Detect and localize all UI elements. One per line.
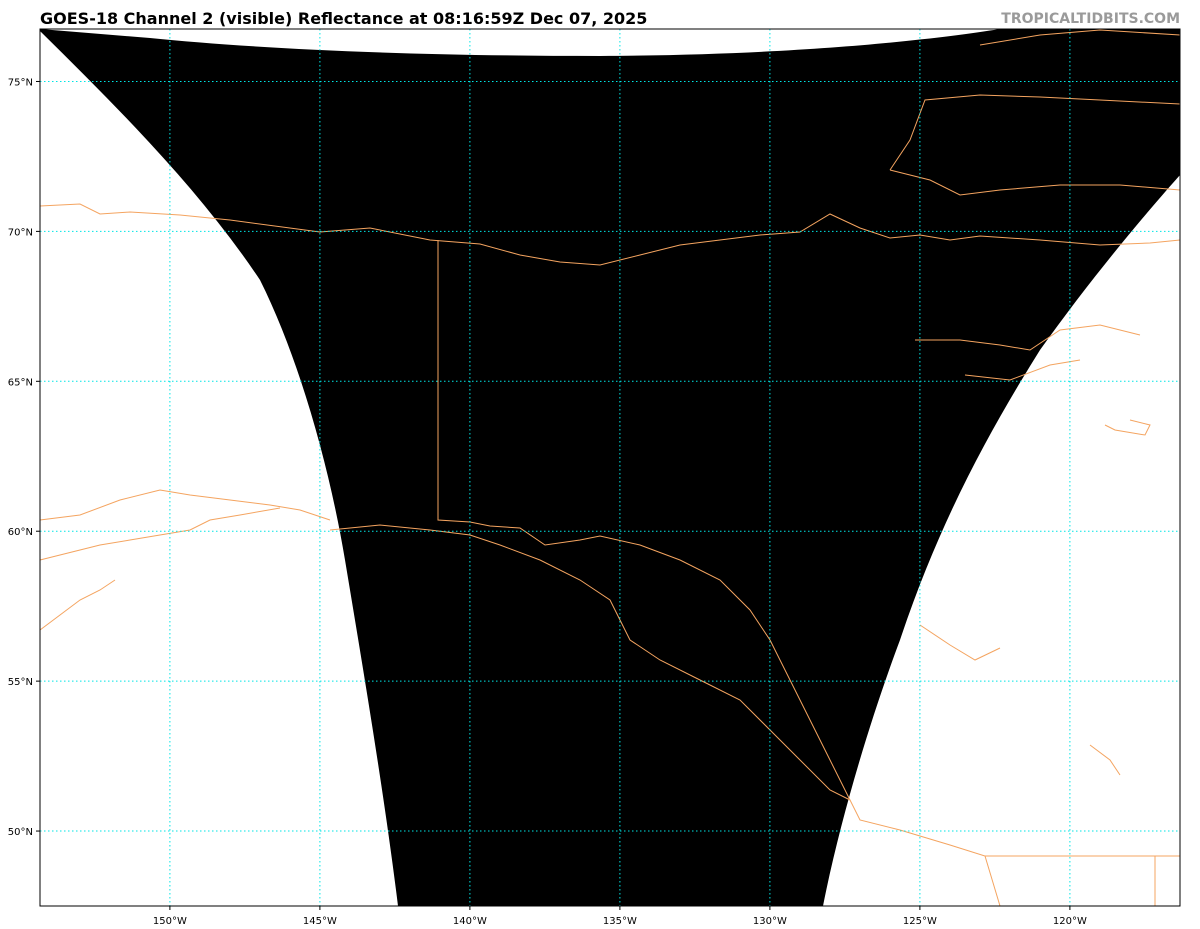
coastline: [1089, 744, 1121, 776]
coastline: [39, 579, 116, 631]
lon-tick-label: 150°W: [153, 916, 187, 927]
lat-tick-label: 75°N: [8, 77, 33, 88]
coastline: [39, 203, 1181, 266]
coastline: [919, 624, 1001, 661]
imagery-swath: [40, 29, 1180, 906]
watermark: TROPICALTIDBITS.COM: [1001, 11, 1180, 27]
coastline: [889, 94, 1181, 171]
lon-tick-label: 135°W: [603, 916, 637, 927]
coastline: [979, 29, 1181, 46]
coastline: [915, 324, 1141, 351]
coastline: [964, 359, 1081, 381]
lon-tick-label: 120°W: [1053, 916, 1087, 927]
coastline: [39, 489, 331, 521]
lon-tick-label: 140°W: [453, 916, 487, 927]
lat-tick-label: 70°N: [8, 227, 33, 238]
coastline: [889, 169, 1181, 196]
axis-ticks: 150°W 145°W 140°W 135°W 130°W 125°W 120°W 75°N 7…: [8, 77, 1087, 927]
lat-tick-label: 60°N: [8, 527, 33, 538]
lat-tick-label: 65°N: [8, 377, 33, 388]
lon-tick-label: 145°W: [303, 916, 337, 927]
map-title: GOES-18 Channel 2 (visible) Reflectance …: [40, 9, 648, 28]
lat-tick-label: 55°N: [8, 677, 33, 688]
coastline: [39, 507, 281, 561]
coastline: [329, 524, 851, 801]
visible-imagery-swath: [40, 29, 1180, 906]
lon-tick-label: 125°W: [903, 916, 937, 927]
lon-tick-label: 130°W: [753, 916, 787, 927]
lat-tick-label: 50°N: [8, 827, 33, 838]
coastline: [1104, 419, 1151, 436]
coastline: [437, 240, 1001, 907]
coastlines: [39, 29, 1181, 907]
map-frame: [39, 28, 1181, 907]
